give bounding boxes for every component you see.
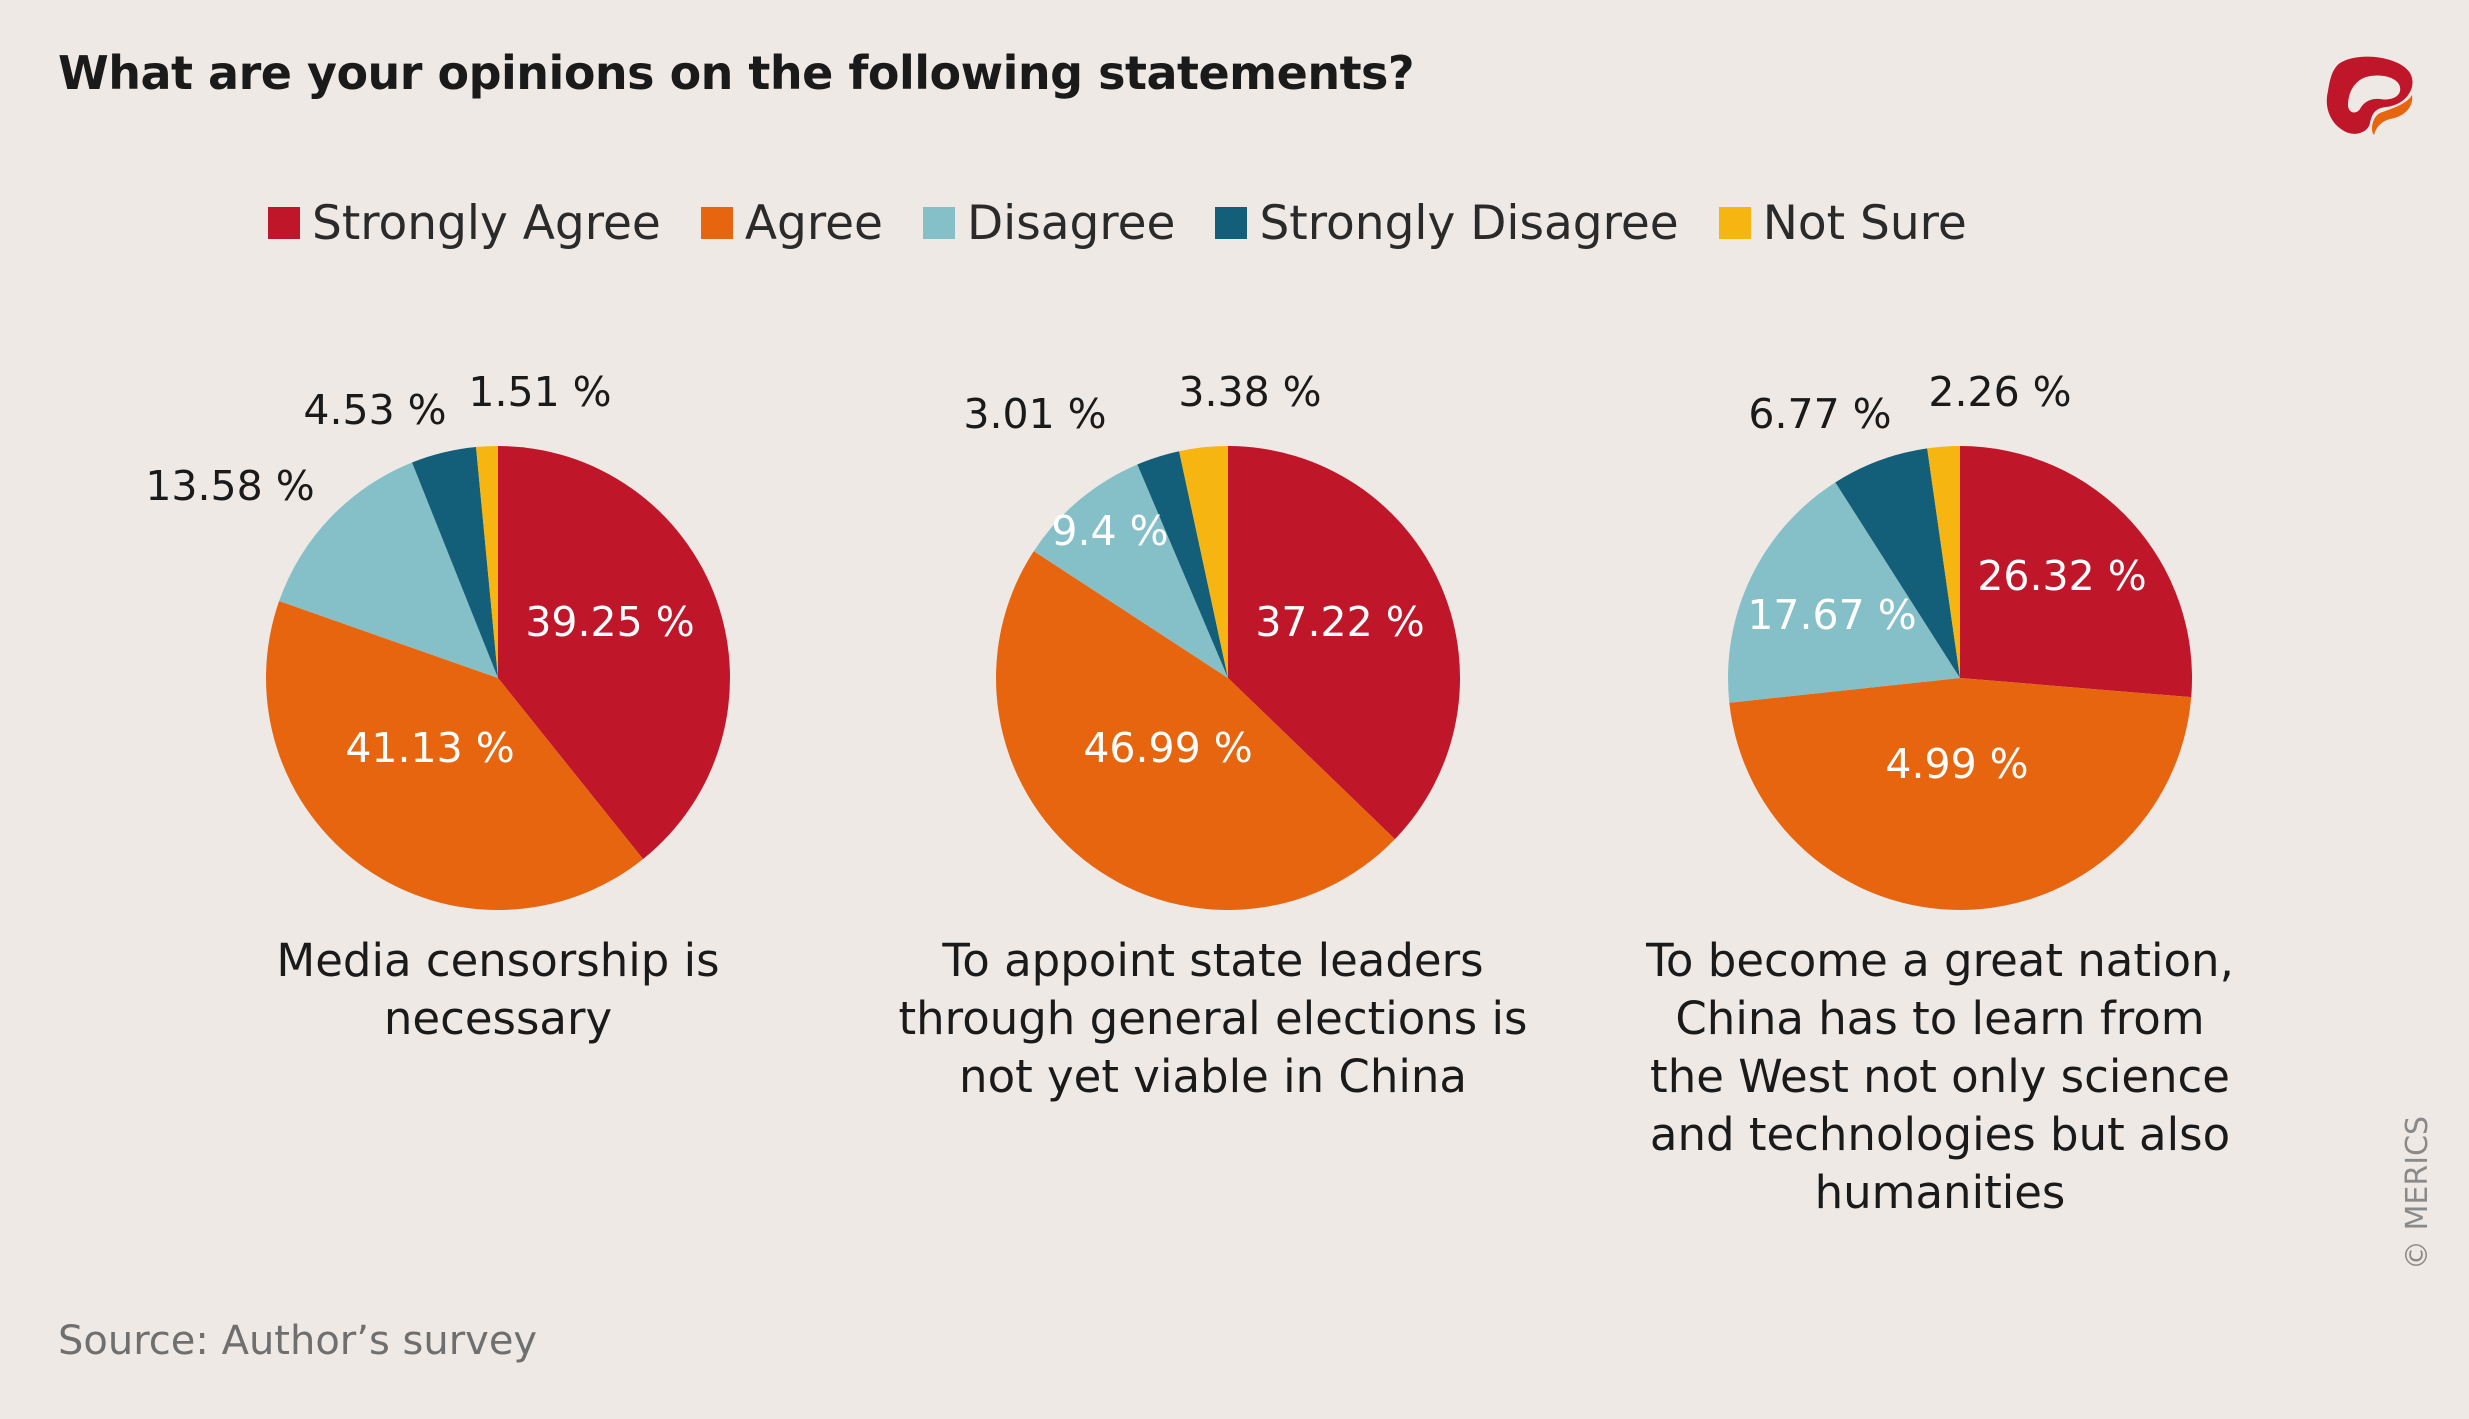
- caption-line: the West not only science: [1650, 1050, 2230, 1103]
- pie-slice-strongly-disagree: [412, 447, 498, 678]
- slice-label-strongly-agree: 26.32 %: [1977, 552, 2146, 600]
- caption-line: not yet viable in China: [959, 1050, 1467, 1103]
- caption-line: humanities: [1814, 1166, 2066, 1219]
- pie-slice-not-sure: [1927, 446, 1960, 678]
- chart-legend: Strongly Agree Agree Disagree Strongly D…: [268, 188, 1967, 258]
- legend-label: Strongly Agree: [312, 195, 661, 251]
- chart-title: What are your opinions on the following …: [58, 46, 1415, 100]
- slice-label-disagree: 17.67 %: [1747, 591, 1916, 639]
- legend-label: Agree: [744, 195, 883, 251]
- pie-slice-strongly-disagree: [1835, 448, 1960, 678]
- pie-slice-disagree: [1033, 464, 1228, 678]
- legend-item-agree: Agree: [700, 195, 883, 251]
- pie-slice-strongly-agree: [1960, 446, 2193, 698]
- slice-label-agree: 4.99 %: [1885, 740, 2028, 788]
- legend-label: Disagree: [966, 195, 1176, 251]
- legend-swatch-agree: [700, 207, 733, 239]
- slice-label-agree: 41.13 %: [345, 724, 514, 772]
- legend-label: Strongly Disagree: [1259, 195, 1679, 251]
- pie-slice-agree: [1729, 678, 2192, 911]
- slice-label-strongly-disagree: 3.01 %: [963, 390, 1106, 438]
- pie-slice-strongly-agree: [498, 446, 730, 860]
- pie-slice-strongly-disagree: [1137, 451, 1228, 678]
- pie-slice-agree: [996, 551, 1395, 910]
- caption-line: and technologies but also: [1649, 1108, 2231, 1161]
- slice-label-strongly-disagree: 4.53 %: [303, 386, 446, 434]
- legend-item-disagree: Disagree: [922, 195, 1176, 251]
- slice-label-not-sure: 2.26 %: [1928, 368, 2071, 416]
- slice-label-disagree: 13.58 %: [145, 462, 314, 510]
- slice-label-not-sure: 1.51 %: [468, 368, 611, 416]
- pie-slice-disagree: [1728, 482, 1960, 703]
- pie-slice-not-sure: [476, 446, 498, 678]
- caption-line: Media censorship is: [276, 934, 720, 987]
- caption-line: necessary: [383, 992, 613, 1045]
- caption-line: To appoint state leaders: [942, 934, 1484, 987]
- slice-label-disagree: 9.4 %: [1051, 507, 1168, 555]
- pie-slice-disagree: [279, 462, 498, 678]
- caption-line: To become a great nation,: [1646, 934, 2234, 987]
- merics-logo-icon: [2326, 56, 2413, 135]
- slice-label-not-sure: 3.38 %: [1178, 368, 1321, 416]
- slice-label-strongly-disagree: 6.77 %: [1748, 390, 1891, 438]
- pie-caption-media-censorship: Media censorship is necessary: [148, 932, 848, 1048]
- legend-label: Not Sure: [1762, 195, 1967, 251]
- legend-item-not-sure: Not Sure: [1718, 195, 1967, 251]
- legend-item-strongly-disagree: Strongly Disagree: [1215, 195, 1679, 251]
- slice-label-strongly-agree: 39.25 %: [525, 598, 694, 646]
- caption-line: China has to learn from: [1675, 992, 2205, 1045]
- legend-swatch-strongly-agree: [268, 207, 300, 239]
- slice-label-agree: 46.99 %: [1083, 724, 1252, 772]
- legend-swatch-strongly-disagree: [1215, 207, 1248, 239]
- pie-caption-learn-from-west: To become a great nation, China has to l…: [1590, 932, 2290, 1222]
- legend-swatch-not-sure: [1718, 207, 1751, 239]
- source-note: Source: Author’s survey: [58, 1318, 538, 1364]
- copyright-note: © MERICS: [2400, 1115, 2435, 1270]
- pie-slice-agree: [265, 601, 644, 911]
- pie-slice-strongly-agree: [1228, 446, 1460, 840]
- caption-line: through general elections is: [898, 992, 1528, 1045]
- slice-label-strongly-agree: 37.22 %: [1255, 598, 1424, 646]
- legend-item-strongly-agree: Strongly Agree: [268, 196, 661, 251]
- pie-slice-not-sure: [1179, 446, 1228, 678]
- legend-swatch-disagree: [922, 207, 955, 239]
- pie-caption-general-elections: To appoint state leaders through general…: [863, 932, 1563, 1106]
